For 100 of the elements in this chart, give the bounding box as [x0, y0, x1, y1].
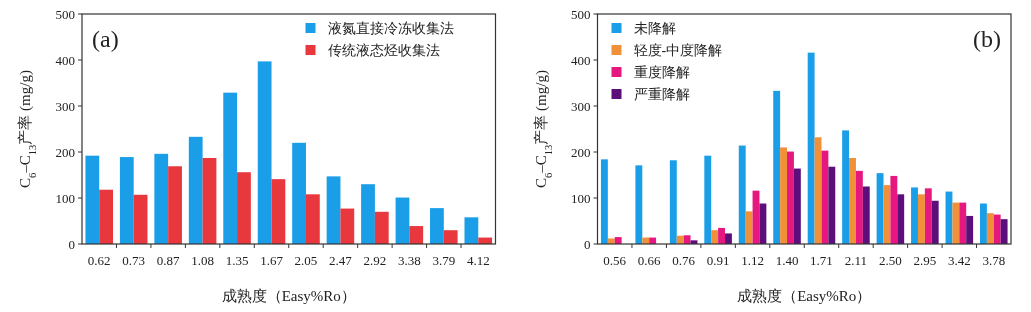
- bar: [911, 187, 918, 244]
- y-tick-label: 0: [584, 236, 591, 252]
- bar: [237, 172, 251, 244]
- bar: [704, 155, 712, 244]
- bar: [1000, 219, 1008, 244]
- bar: [821, 150, 829, 244]
- bar: [855, 170, 863, 244]
- annotation: (b): [973, 26, 1001, 52]
- bar: [607, 238, 615, 244]
- x-tick-label: 3.78: [982, 253, 1006, 268]
- bar: [257, 61, 272, 244]
- x-tick-label: 2.95: [913, 253, 937, 268]
- x-tick-label: 1.08: [191, 253, 214, 268]
- y-tick-label: 100: [55, 190, 75, 206]
- bar: [154, 153, 169, 244]
- bar: [223, 92, 238, 244]
- x-tick-label: 0.87: [156, 253, 181, 268]
- bar: [807, 52, 815, 244]
- legend-label: 重度降解: [633, 65, 690, 80]
- bar: [745, 211, 753, 244]
- bar: [924, 188, 932, 244]
- bar: [725, 233, 732, 244]
- bar: [711, 230, 719, 244]
- bar: [188, 136, 203, 244]
- legend-label: 液氮直接冷冻收集法: [327, 21, 454, 36]
- bar: [361, 184, 375, 244]
- y-tick-label: 400: [55, 52, 75, 68]
- bar: [409, 226, 424, 244]
- y-tick-label: 0: [68, 236, 75, 252]
- bar: [959, 202, 967, 244]
- bar: [202, 157, 217, 244]
- bar: [168, 166, 182, 244]
- bar: [979, 203, 987, 244]
- bar: [780, 147, 788, 244]
- x-tick-label: 4.12: [466, 253, 490, 268]
- bar: [669, 160, 677, 244]
- bar: [773, 90, 781, 244]
- y-tick-label: 200: [55, 144, 75, 160]
- bar: [718, 227, 725, 244]
- x-tick-label: 0.56: [603, 253, 627, 268]
- bar: [464, 217, 479, 244]
- bar: [849, 157, 856, 244]
- bar: [862, 186, 870, 244]
- x-tick-label: 3.79: [432, 253, 456, 268]
- bar: [99, 189, 114, 244]
- bar: [966, 215, 974, 244]
- x-tick-label: 1.35: [225, 253, 249, 268]
- x-tick-label: 1.40: [775, 253, 799, 268]
- bar: [85, 155, 100, 244]
- x-tick-label: 2.11: [844, 253, 868, 268]
- x-tick-label: 0.62: [87, 253, 111, 268]
- y-tick-label: 300: [571, 98, 591, 114]
- bar: [876, 173, 884, 244]
- bar: [890, 175, 898, 244]
- bar: [340, 208, 355, 244]
- bar: [787, 151, 794, 244]
- x-tick-label: 0.76: [672, 253, 696, 268]
- x-tick-label: 2.05: [294, 253, 318, 268]
- bar: [842, 130, 850, 244]
- x-tick-label: 2.47: [329, 253, 353, 268]
- bar: [600, 159, 608, 244]
- bar: [292, 142, 306, 244]
- y-tick-label: 100: [571, 190, 591, 206]
- y-tick-label: 500: [571, 6, 591, 22]
- x-axis-title: 成熟度（Easy%Ro）: [737, 288, 872, 304]
- bar: [119, 157, 134, 244]
- bar: [374, 211, 389, 244]
- x-tick-label: 3.38: [397, 253, 421, 268]
- bar: [793, 168, 801, 244]
- x-axis-title: 成熟度（Easy%Ro）: [221, 288, 356, 304]
- bar: [430, 208, 444, 244]
- bar: [986, 213, 994, 244]
- legend-label: 传统液态烃收集法: [327, 43, 440, 58]
- bar: [683, 235, 691, 244]
- bar: [305, 194, 320, 244]
- x-tick-label: 3.42: [947, 253, 971, 268]
- y-tick-label: 400: [571, 52, 591, 68]
- bar: [917, 194, 925, 244]
- y-tick-label: 300: [55, 98, 75, 114]
- legend-label: 未降解: [633, 21, 676, 36]
- y-tick-label: 500: [55, 6, 75, 22]
- legend-label: 严重降解: [633, 87, 690, 102]
- x-tick-label: 1.71: [810, 253, 833, 268]
- x-tick-label: 0.91: [706, 253, 730, 268]
- bar: [759, 203, 767, 244]
- bar: [738, 145, 746, 244]
- bar: [326, 176, 341, 244]
- bar: [443, 230, 458, 244]
- bar: [271, 179, 286, 244]
- legend-label: 轻度-中度降解: [633, 43, 723, 58]
- x-tick-label: 0.66: [637, 253, 662, 268]
- x-tick-label: 1.67: [260, 253, 284, 268]
- x-tick-label: 2.92: [363, 253, 387, 268]
- bar: [897, 194, 905, 244]
- annotation: (a): [92, 26, 119, 52]
- bar: [993, 214, 1001, 244]
- bar: [828, 166, 836, 244]
- bar: [931, 200, 939, 244]
- x-tick-label: 2.50: [879, 253, 902, 268]
- x-tick-label: 0.73: [122, 253, 146, 268]
